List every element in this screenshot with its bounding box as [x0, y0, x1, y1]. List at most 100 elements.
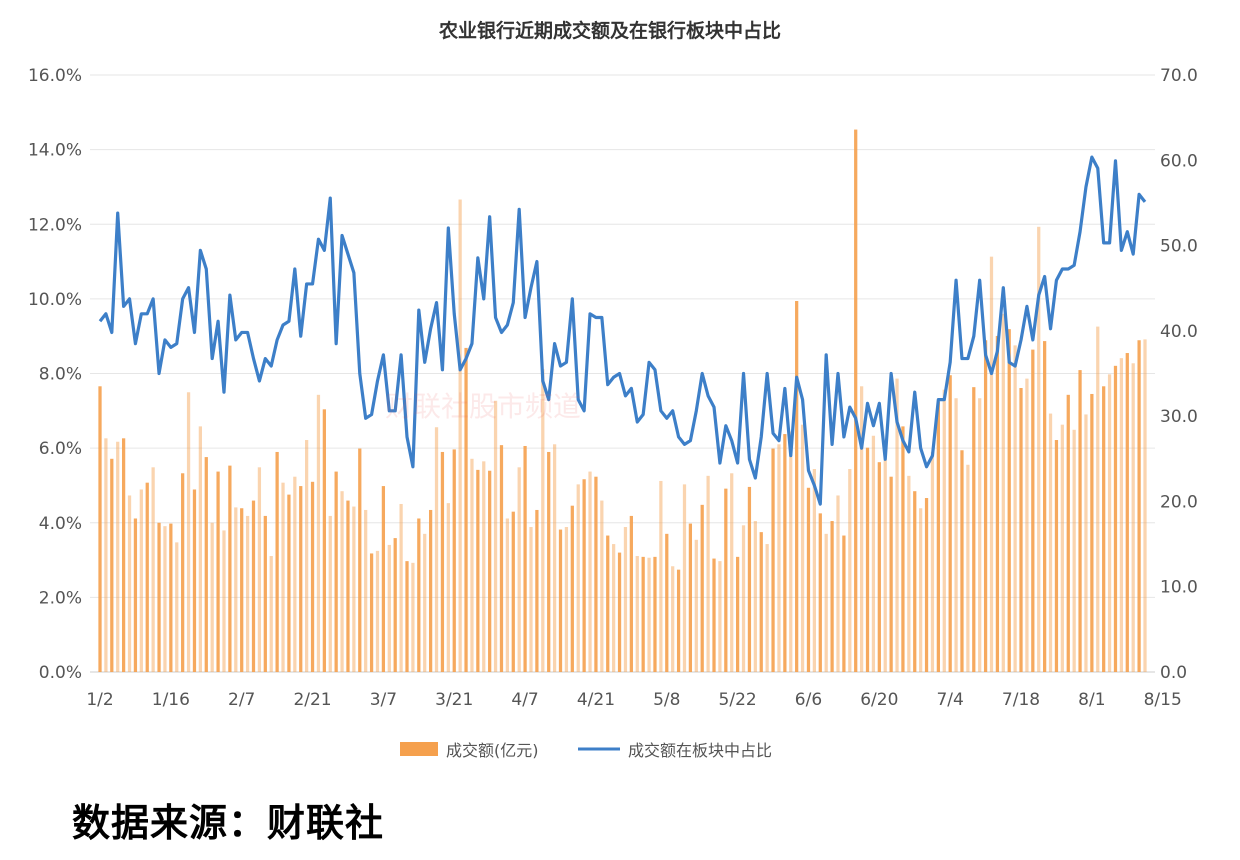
- bar: [228, 465, 232, 672]
- bar: [458, 199, 462, 672]
- bar: [210, 522, 214, 672]
- bar: [464, 347, 468, 672]
- bar: [293, 476, 297, 672]
- bar: [676, 569, 681, 672]
- bar: [558, 529, 563, 672]
- bar: [806, 487, 811, 672]
- bar: [989, 256, 994, 672]
- bar: [954, 398, 958, 672]
- bar: [493, 400, 498, 672]
- bar: [547, 451, 551, 672]
- right-tick-label: 20.0: [1160, 492, 1198, 512]
- bar: [570, 505, 574, 672]
- bar: [759, 532, 763, 672]
- left-tick-label: 14.0%: [28, 141, 82, 161]
- bar: [470, 458, 474, 672]
- bar: [369, 553, 374, 672]
- bar: [877, 462, 881, 672]
- bar: [234, 507, 238, 672]
- bar: [629, 515, 633, 672]
- bar: [440, 451, 445, 672]
- bar: [1001, 313, 1005, 672]
- bar: [706, 475, 710, 672]
- bar: [966, 464, 970, 672]
- left-axis: 0.0% 2.0% 4.0% 6.0% 8.0% 10.0% 12.0% 14.0% 16.0%: [28, 66, 82, 683]
- bar: [334, 471, 338, 672]
- bar: [859, 386, 864, 672]
- x-tick-label: 6/20: [860, 690, 898, 710]
- bar: [275, 451, 279, 672]
- bar: [747, 486, 752, 672]
- bar: [659, 480, 663, 672]
- bar: [133, 518, 138, 672]
- legend-bar-label: 成交额(亿元): [446, 741, 539, 760]
- bar: [517, 467, 521, 672]
- bar: [157, 522, 161, 672]
- bar: [818, 513, 822, 672]
- bar: [310, 481, 315, 672]
- bar: [523, 445, 527, 672]
- bar: [653, 556, 657, 672]
- bar: [948, 375, 952, 672]
- bar: [854, 129, 858, 672]
- bar: [198, 426, 202, 672]
- bar: [919, 508, 923, 672]
- x-tick-label: 1/16: [152, 690, 190, 710]
- bar: [535, 509, 539, 672]
- bar: [617, 552, 622, 672]
- bar: [340, 491, 344, 672]
- bar: [777, 444, 781, 672]
- bar: [245, 515, 250, 672]
- right-tick-label: 0.0: [1160, 663, 1187, 683]
- share-line: [98, 155, 1147, 506]
- watermark: 财联社股市频道: [385, 390, 582, 423]
- bar: [995, 335, 1000, 672]
- bar: [186, 392, 191, 672]
- bar: [399, 503, 403, 672]
- left-tick-label: 0.0%: [39, 663, 82, 683]
- bar: [222, 530, 226, 672]
- bar: [795, 301, 799, 672]
- bar: [983, 340, 988, 672]
- bar: [1060, 424, 1064, 672]
- bar: [1019, 388, 1023, 672]
- bar: [1025, 378, 1029, 672]
- left-tick-label: 4.0%: [39, 514, 82, 534]
- chart-title: 农业银行近期成交额及在银行板块中占比: [438, 19, 781, 42]
- bar: [1102, 386, 1106, 672]
- bar: [635, 556, 639, 672]
- bar: [647, 557, 651, 672]
- right-tick-label: 70.0: [1160, 66, 1198, 86]
- bar: [175, 542, 179, 672]
- bar: [1054, 440, 1059, 672]
- bar: [139, 489, 143, 672]
- bar: [505, 518, 509, 672]
- x-tick-label: 7/18: [1002, 690, 1040, 710]
- bar: [936, 401, 940, 672]
- line-series: [98, 155, 1147, 506]
- bar: [564, 527, 569, 672]
- bar: [110, 458, 114, 672]
- bar: [434, 427, 439, 672]
- bar: [251, 500, 256, 672]
- bar: [163, 526, 167, 672]
- bar: [151, 467, 155, 672]
- bar: [192, 489, 197, 672]
- bar: [541, 369, 545, 672]
- bar: [1090, 393, 1094, 672]
- bar: [411, 562, 415, 672]
- bar: [169, 523, 173, 672]
- bar: [387, 544, 391, 672]
- x-tick-label: 1/2: [86, 690, 113, 710]
- right-tick-label: 60.0: [1160, 151, 1198, 171]
- left-tick-label: 12.0%: [28, 215, 82, 235]
- bar: [913, 491, 917, 672]
- bar: [865, 447, 870, 672]
- bar: [364, 509, 368, 672]
- bar: [305, 440, 309, 672]
- right-tick-label: 50.0: [1160, 237, 1198, 257]
- gridlines: [90, 74, 1155, 673]
- bar: [712, 558, 716, 672]
- bar: [1096, 326, 1100, 672]
- bar: [582, 479, 586, 672]
